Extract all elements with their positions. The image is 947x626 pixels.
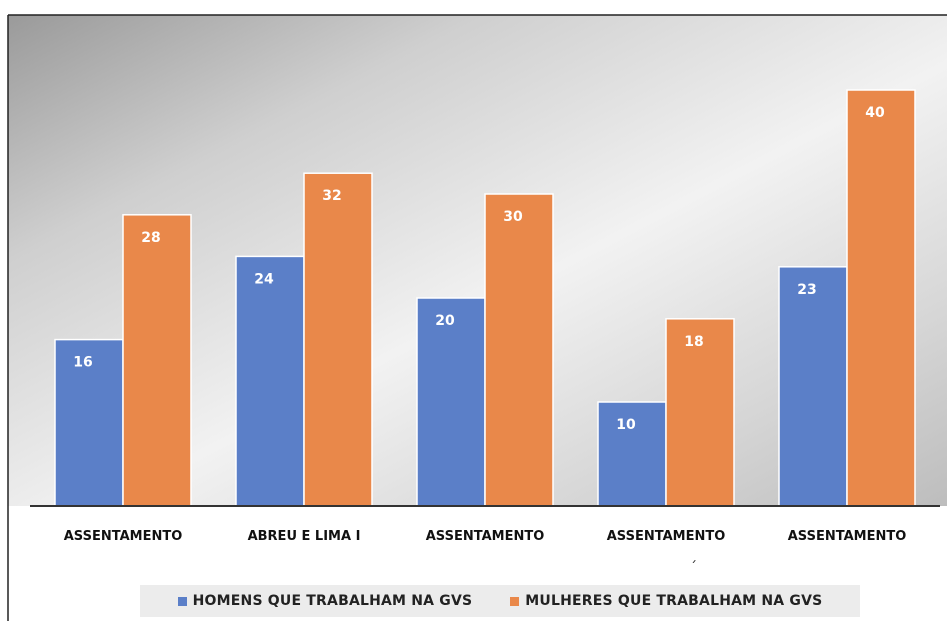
x-tick-label-4: ASSENTAMENTO xyxy=(788,529,907,544)
x-tick-label-3: ASSENTAMENTO xyxy=(607,529,726,544)
legend-item-homens: HOMENS QUE TRABALHAM NA GVS xyxy=(177,593,473,609)
legend: HOMENS QUE TRABALHAM NA GVS MULHERES QUE… xyxy=(140,585,860,617)
data-label-mulheres-1: 32 xyxy=(322,188,341,204)
x-tick-labels: ASSENTAMENTO ABREU E LIMA I ASSENTAMENTO AS… xyxy=(64,529,907,544)
bar-homens-2 xyxy=(416,297,486,507)
data-label-mulheres-3: 18 xyxy=(684,334,703,350)
bar-homens-0 xyxy=(54,338,124,507)
legend-swatch-mulheres xyxy=(510,596,520,606)
bar-mulheres-4 xyxy=(846,89,916,507)
bar-mulheres-1 xyxy=(303,172,373,507)
data-label-mulheres-0: 28 xyxy=(141,230,160,246)
data-label-homens-1: 24 xyxy=(254,271,274,287)
x-tick-label-0: ASSENTAMENTO xyxy=(64,529,183,544)
bar-mulheres-3 xyxy=(665,318,735,507)
bar-homens-1 xyxy=(235,255,305,507)
bar-homens-4 xyxy=(778,266,848,507)
stray-mark: ´ xyxy=(690,560,697,576)
bar-mulheres-2 xyxy=(484,193,554,507)
data-label-homens-4: 23 xyxy=(797,282,816,298)
legend-label-mulheres: MULHERES QUE TRABALHAM NA GVS xyxy=(525,593,823,609)
data-label-homens-0: 16 xyxy=(73,355,92,371)
legend-swatch-homens xyxy=(177,596,187,606)
x-tick-label-2: ASSENTAMENTO xyxy=(426,529,545,544)
data-label-mulheres-2: 30 xyxy=(503,209,523,225)
data-label-homens-3: 10 xyxy=(616,417,636,433)
legend-item-mulheres: MULHERES QUE TRABALHAM NA GVS xyxy=(510,593,822,609)
bar-mulheres-0 xyxy=(122,214,192,507)
data-label-mulheres-4: 40 xyxy=(865,105,885,121)
data-label-homens-2: 20 xyxy=(435,313,455,329)
x-tick-label-1: ABREU E LIMA I xyxy=(248,529,361,544)
bars-group: 16 28 24 32 20 30 10 18 23 40 xyxy=(54,89,916,507)
legend-label-homens: HOMENS QUE TRABALHAM NA GVS xyxy=(192,593,473,609)
